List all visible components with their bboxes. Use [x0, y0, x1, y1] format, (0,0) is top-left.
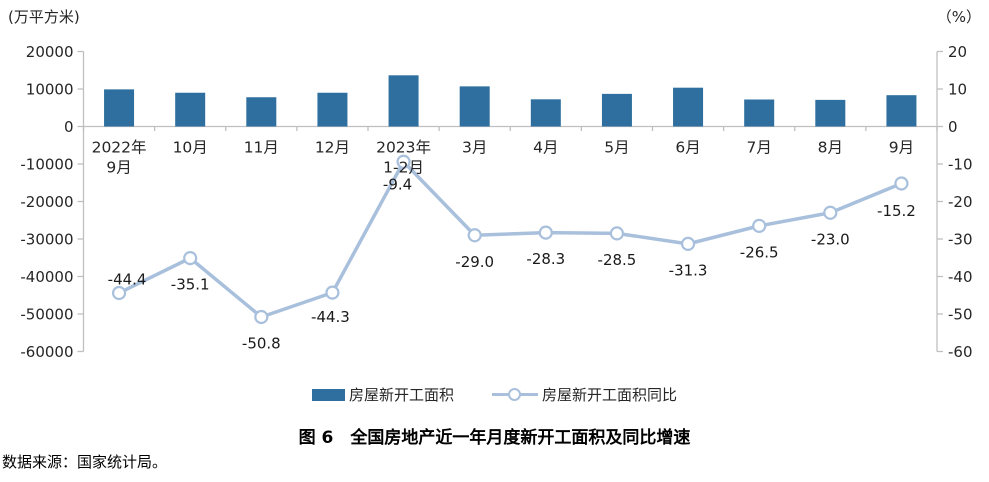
line-data-label: -23.0 — [811, 230, 850, 248]
line-marker-6 — [538, 225, 553, 240]
line-data-label: -31.3 — [669, 261, 708, 279]
line-data-label: -35.1 — [171, 276, 210, 294]
right-axis-tick-label: -10 — [948, 156, 973, 174]
right-axis-tick-label: 0 — [948, 118, 958, 136]
combo-chart: 20000 10000 0 -10000 -20000 -30000 -40000 -5000… — [20, 43, 973, 361]
left-axis-unit: (万平方米) — [8, 8, 80, 26]
left-axis-tick-label: -60000 — [20, 343, 73, 361]
legend: 房屋新开工面积 房屋新开工面积同比 — [0, 384, 989, 405]
bar-0 — [104, 89, 135, 127]
line-data-label: -44.4 — [108, 271, 147, 289]
data-source-note: 数据来源：国家统计局。 — [2, 453, 168, 471]
x-category-label: 2023年 — [376, 139, 431, 157]
x-category-label: 10月 — [173, 139, 208, 157]
x-category-label: 7月 — [747, 139, 772, 157]
x-category-label: 9月 — [889, 139, 914, 157]
bar-2 — [246, 97, 277, 127]
line-series-swatch — [492, 387, 538, 402]
x-category-label: 1-2月 — [383, 159, 424, 177]
line-marker-7 — [609, 226, 625, 241]
x-category-label: 8月 — [818, 139, 843, 157]
yoy-line — [118, 160, 903, 319]
line-marker-2 — [254, 309, 269, 325]
bar-3 — [317, 92, 348, 127]
legend-bar-label: 房屋新开工面积 — [348, 386, 454, 404]
bar-6 — [530, 99, 561, 127]
line-marker-11 — [894, 176, 909, 191]
left-axis-tick-label: -20000 — [20, 193, 73, 211]
x-category-label: 12月 — [315, 139, 350, 157]
legend-item-bar: 房屋新开工面积 — [311, 384, 454, 405]
x-category-label: 9月 — [106, 159, 131, 177]
right-axis-tick-label: -50 — [948, 306, 973, 324]
line-swatch-marker-icon — [508, 387, 521, 401]
left-axis-tick-label: 10000 — [26, 81, 74, 99]
line-data-label: -26.5 — [740, 243, 779, 261]
left-axis-tick-label: -50000 — [20, 306, 73, 324]
line-marker-4 — [396, 154, 411, 169]
line-marker-5 — [467, 228, 482, 243]
right-axis-tick-label: -40 — [948, 268, 973, 286]
x-category-label: 2022年 — [92, 139, 147, 157]
chart-title: 图 6 全国房地产近一年月度新开工面积及同比增速 — [298, 428, 691, 448]
right-axis-unit: （%） — [936, 8, 981, 26]
line-marker-10 — [823, 205, 838, 220]
bar-8 — [673, 87, 704, 127]
legend-item-line: 房屋新开工面积同比 — [492, 384, 677, 405]
line-marker-1 — [183, 251, 198, 266]
line-data-label: -15.2 — [877, 202, 916, 220]
line-data-label: -29.0 — [455, 253, 494, 271]
bar-1 — [175, 92, 206, 127]
bar-4 — [388, 75, 419, 127]
bar-7 — [601, 93, 632, 127]
bar-10 — [815, 99, 846, 127]
line-data-label: -50.8 — [242, 335, 281, 353]
line-data-label: -44.3 — [311, 308, 350, 326]
x-category-label: 4月 — [533, 139, 558, 157]
line-data-label: -9.4 — [383, 175, 412, 193]
right-axis-tick-label: 10 — [948, 81, 967, 99]
right-axis-tick-label: -60 — [948, 343, 973, 361]
left-axis-tick-label: -40000 — [20, 268, 73, 286]
left-axis-tick-label: 20000 — [26, 43, 74, 61]
right-axis-tick-label: -30 — [948, 231, 973, 249]
legend-line-label: 房屋新开工面积同比 — [542, 386, 678, 404]
left-axis-tick-label: -30000 — [20, 231, 73, 249]
left-axis-tick-label: -10000 — [20, 156, 73, 174]
left-axis-tick-label: 0 — [64, 118, 74, 136]
line-marker-0 — [111, 285, 127, 301]
x-category-label: 5月 — [604, 139, 629, 157]
x-category-label: 11月 — [244, 139, 279, 157]
x-category-label: 6月 — [675, 139, 700, 157]
bar-series-swatch — [311, 388, 345, 401]
line-data-label: -28.3 — [526, 250, 565, 268]
right-axis-tick-label: 20 — [948, 43, 967, 61]
x-category-label: 3月 — [462, 139, 487, 157]
right-axis-tick-label: -20 — [948, 193, 973, 211]
bar-9 — [744, 99, 775, 127]
line-marker-3 — [325, 285, 340, 300]
bar-11 — [886, 95, 917, 127]
line-marker-8 — [680, 236, 696, 251]
bar-5 — [459, 86, 490, 127]
line-marker-9 — [752, 218, 767, 233]
line-data-label: -28.5 — [598, 251, 637, 269]
